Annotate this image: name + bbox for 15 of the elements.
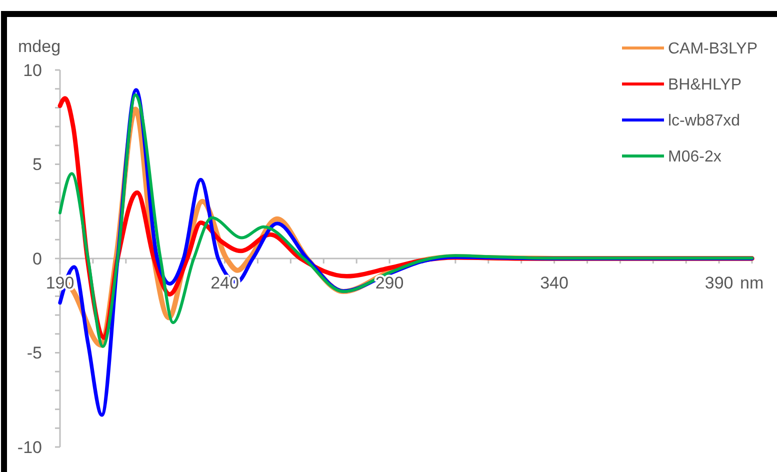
- y-axis-title: mdeg: [18, 37, 61, 56]
- y-tick-label: -5: [26, 344, 42, 363]
- legend-label: BH&HLYP: [668, 76, 742, 94]
- legend-label: M06-2x: [668, 148, 722, 166]
- x-tick-label: 390: [704, 274, 734, 292]
- y-tick-label: 5: [32, 155, 42, 174]
- y-tick-label: -10: [17, 438, 42, 457]
- legend-label: lc-wb87xd: [668, 112, 740, 130]
- x-tick-label: 240: [210, 274, 239, 292]
- x-axis-title: nm: [740, 274, 764, 292]
- y-tick-label: 10: [23, 60, 42, 80]
- y-tick-label: 0: [32, 249, 42, 268]
- x-tick-label: 290: [375, 274, 404, 292]
- legend-label: CAM-B3LYP: [668, 40, 758, 58]
- x-tick-label: 340: [540, 274, 568, 292]
